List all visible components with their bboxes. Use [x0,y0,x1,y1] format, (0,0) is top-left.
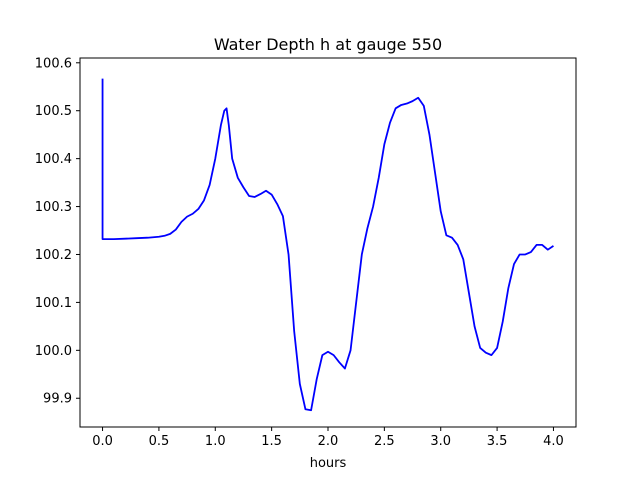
x-tick-label: 0.5 [149,434,170,449]
x-tick-label: 3.5 [487,434,508,449]
x-tick-label: 4.0 [543,434,564,449]
x-tick-label: 2.5 [374,434,395,449]
series-line [101,78,554,412]
y-axis: 99.9 100.0 100.1 100.2 100.3 100.4 100.5 100.6 [35,56,80,407]
x-tick-label: 1.0 [205,434,226,449]
y-tick-label: 100.4 [35,152,72,167]
y-tick-label: 100.1 [35,296,72,311]
x-axis-label: hours [310,456,347,471]
y-tick-label: 100.5 [35,104,72,119]
chart-title: Water Depth h at gauge 550 [214,35,442,54]
y-tick-label: 100.3 [35,200,72,215]
x-tick-label: 1.5 [261,434,282,449]
y-tick-label: 99.9 [43,392,72,407]
x-axis: 0.0 0.5 1.0 1.5 2.0 2.5 3.0 3.5 4.0 [92,427,564,449]
plot-area [101,78,554,412]
x-tick-label: 2.0 [318,434,339,449]
y-tick-label: 100.0 [35,344,72,359]
y-tick-label: 100.6 [35,56,72,71]
x-tick-label: 3.0 [430,434,451,449]
x-tick-label: 0.0 [92,434,113,449]
y-tick-label: 100.2 [35,248,72,263]
